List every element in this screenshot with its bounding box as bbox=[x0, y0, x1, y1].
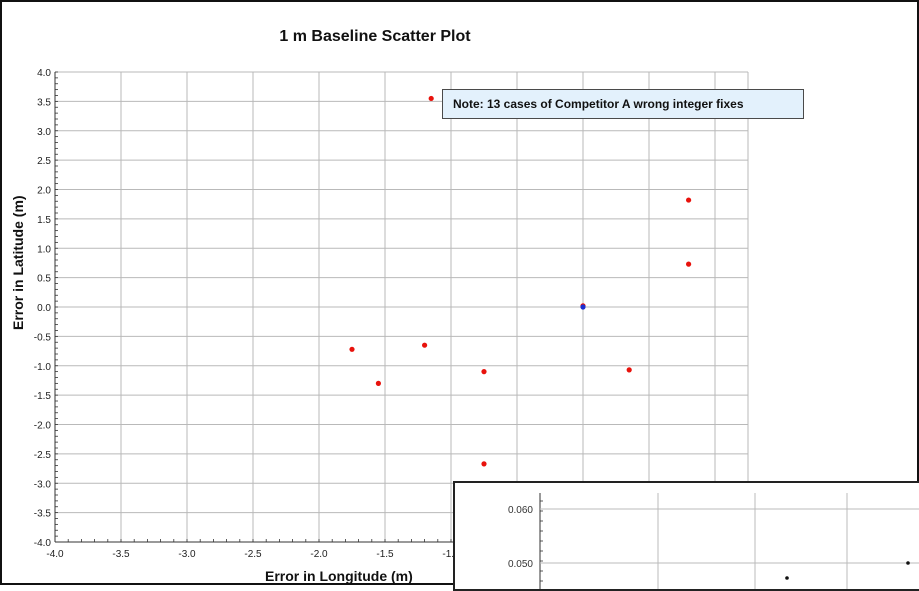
x-tick-label: -1.0 bbox=[442, 549, 460, 560]
data-point bbox=[481, 461, 487, 467]
y-tick-label: -3.0 bbox=[34, 479, 52, 490]
x-tick-label: -2.0 bbox=[310, 549, 328, 560]
data-point bbox=[626, 367, 632, 373]
y-axis-label: Error in Latitude (m) bbox=[10, 195, 26, 330]
data-point bbox=[686, 261, 692, 267]
inset-plot: 0.060 0.050 bbox=[508, 493, 919, 589]
y-tick-label: 1.0 bbox=[37, 244, 51, 255]
data-point bbox=[428, 95, 434, 102]
x-tick-label: -3.0 bbox=[178, 549, 196, 560]
data-point bbox=[851, 460, 856, 465]
y-tick-label: -2.5 bbox=[34, 450, 52, 461]
data-point bbox=[375, 380, 381, 386]
y-tick-label: 4.0 bbox=[37, 68, 51, 79]
y-tick-label: -0.5 bbox=[34, 332, 52, 343]
grid bbox=[54, 71, 749, 543]
x-tick-label: -1.5 bbox=[376, 549, 394, 560]
y-tick-label: 2.5 bbox=[37, 156, 51, 167]
y-tick-label: 0.5 bbox=[37, 274, 51, 285]
y-tick-label: -4.0 bbox=[34, 538, 52, 549]
y-tick-label: 3.5 bbox=[37, 97, 51, 108]
y-tick-label: -1.5 bbox=[34, 391, 52, 402]
inset-chart: 0.060 0.050 bbox=[453, 481, 919, 591]
x-axis-label: Error in Longitude (m) bbox=[265, 568, 413, 584]
inset-data-point bbox=[785, 576, 789, 580]
x-tick-label: -4.0 bbox=[46, 549, 64, 560]
inset-y-tick-label: 0.050 bbox=[508, 559, 533, 570]
y-tick-label: 1.5 bbox=[37, 215, 51, 226]
y-tick-label: 3.0 bbox=[37, 127, 51, 138]
data-point bbox=[422, 342, 428, 348]
data-point bbox=[686, 197, 692, 203]
y-tick-label: -2.0 bbox=[34, 421, 52, 432]
data-point bbox=[481, 369, 487, 375]
y-tick-label: 0.0 bbox=[37, 303, 51, 314]
chart-title: 1 m Baseline Scatter Plot bbox=[279, 28, 471, 45]
y-tick-label: 2.0 bbox=[37, 186, 51, 197]
y-tick-label: -3.5 bbox=[34, 509, 52, 520]
data-point bbox=[349, 346, 355, 352]
data-point bbox=[580, 304, 586, 310]
inset-data-point bbox=[906, 561, 910, 565]
annotation-note: Note: 13 cases of Competitor A wrong int… bbox=[442, 89, 804, 119]
y-tick-label: -1.0 bbox=[34, 362, 52, 373]
inset-y-tick-label: 0.060 bbox=[508, 505, 533, 516]
x-tick-label: -3.5 bbox=[112, 549, 130, 560]
x-tick-label: -2.5 bbox=[244, 549, 262, 560]
